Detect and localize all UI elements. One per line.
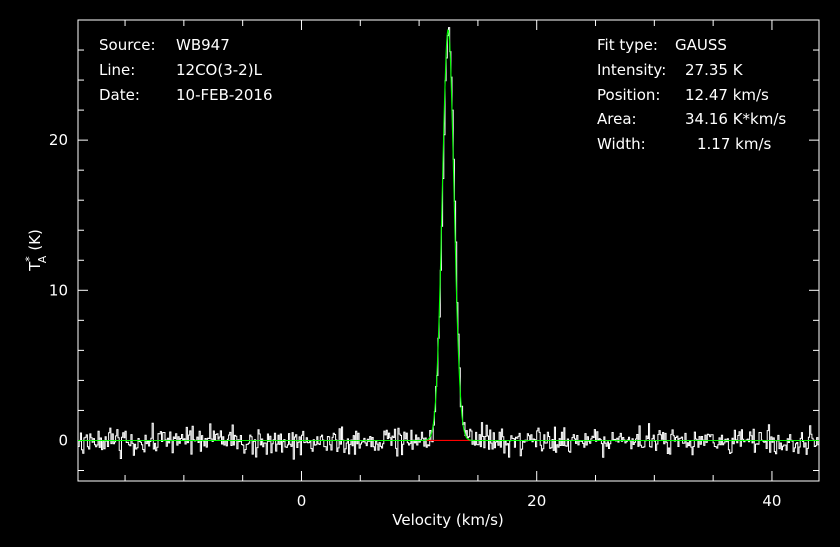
width-value: 1.17 km/s <box>697 135 772 153</box>
y-tick-label: 20 <box>49 131 68 149</box>
date-key: Date: <box>99 86 140 104</box>
width-key: Width: <box>597 135 646 153</box>
svg-text:T*A(K): T*A (K) <box>23 229 49 272</box>
axis-ticks <box>78 19 819 481</box>
series-layer <box>78 27 819 460</box>
source-value: WB947 <box>176 36 230 54</box>
line-value: 12CO(3-2)L <box>176 61 263 79</box>
position-value: 12.47 km/s <box>685 86 769 104</box>
y-tick-label: 10 <box>49 281 68 299</box>
area-key: Area: <box>597 110 637 128</box>
x-tick-label: 0 <box>297 492 307 510</box>
header-left: Source: WB947 Line: 12CO(3-2)L Date: 10-… <box>99 36 272 104</box>
gaussian-fit-line <box>78 29 819 442</box>
y-axis-label-unit: (K) <box>26 229 44 251</box>
intensity-key: Intensity: <box>597 61 666 79</box>
header-right: Fit type: GAUSS Intensity: 27.35 K Posit… <box>597 36 786 153</box>
y-axis-label-main: T <box>26 261 44 272</box>
plot-frame <box>77 19 820 482</box>
source-key: Source: <box>99 36 156 54</box>
position-key: Position: <box>597 86 660 104</box>
y-axis-label-sub: A <box>36 255 49 263</box>
y-tick-label: 0 <box>58 431 68 449</box>
fit-type-key: Fit type: <box>597 36 658 54</box>
date-value: 10-FEB-2016 <box>176 86 272 104</box>
tick-labels: 0 20 40 0 10 20 <box>49 131 782 510</box>
y-axis-label-sup: * <box>23 256 36 262</box>
x-tick-label: 20 <box>527 492 546 510</box>
fit-type-value: GAUSS <box>675 36 727 54</box>
x-tick-label: 40 <box>762 492 781 510</box>
line-key: Line: <box>99 61 135 79</box>
x-axis-label: Velocity (km/s) <box>392 511 503 529</box>
y-axis-label: T*A (K) <box>23 229 49 272</box>
observed-spectrum-line <box>78 27 819 460</box>
intensity-value: 27.35 K <box>685 61 744 79</box>
area-value: 34.16 K*km/s <box>685 110 786 128</box>
